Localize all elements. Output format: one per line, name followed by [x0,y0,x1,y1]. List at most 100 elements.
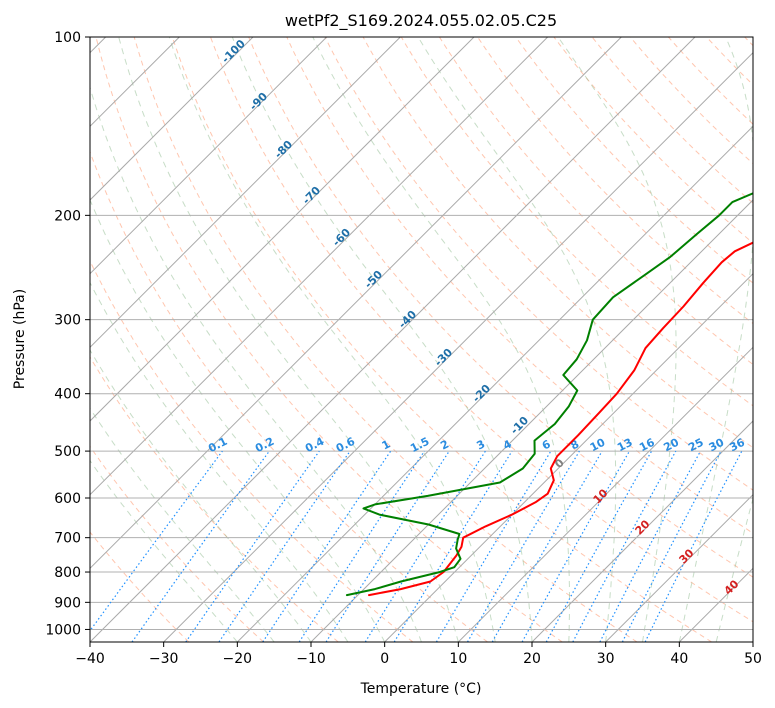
dry-adiabat-line [770,24,775,642]
isotherm-line [752,641,753,642]
isotherm-line [678,567,753,642]
moist-adiabat-line [90,85,422,642]
x-tick-label: −10 [296,651,326,667]
x-axis-label: Temperature (°C) [360,681,482,697]
isotherm-line [310,199,753,642]
y-tick-label: 500 [54,444,81,460]
dry-adiabat-label: -50 [362,268,385,291]
moist-adiabat-line [312,37,570,642]
moist-adiabat-line [118,37,459,642]
x-tick-label: 10 [449,651,467,667]
isotherm-line [90,37,328,275]
dewpoint-profile-line [345,192,753,597]
mixing-ratio-label: 25 [686,436,706,455]
dry-adiabat-line [438,37,753,366]
mixing-ratio-label: 1.5 [408,435,431,455]
moist-adiabat-label: 20 [633,517,653,537]
isotherm-line [163,51,753,642]
x-tick-label: 40 [670,651,688,667]
isotherm-line [90,37,622,570]
x-tick-label: 50 [744,651,762,667]
mixing-ratio-label: 16 [637,436,657,455]
isotherm-line [384,272,753,642]
mixing-ratio-line [325,450,450,642]
mixing-ratio-label: 10 [588,436,608,455]
y-tick-label: 200 [54,208,81,224]
dry-adiabat-line [90,531,190,642]
y-tick-label: 900 [54,595,81,611]
dry-adiabat-line [744,37,753,47]
mixing-ratio-line [298,450,425,642]
temperature-profile-line [368,241,753,597]
dry-adiabat-line [667,37,753,125]
mixing-ratio-line [644,450,743,642]
dry-adiabat-label: -100 [219,37,248,66]
mixing-ratio-label: 0.4 [303,435,327,456]
mixing-ratio-line [435,450,552,642]
isotherm-line [457,346,753,642]
mixing-ratio-label: 13 [615,436,635,455]
mixing-ratio-line [90,450,223,632]
isotherm-line [236,125,753,642]
mixing-ratio-line [364,450,486,642]
profile-lines [345,192,753,597]
moist-adiabat-line [417,37,617,642]
dry-adiabat-line [591,37,753,204]
dry-adiabat-line [90,445,264,642]
mixing-ratio-line [466,450,580,642]
x-axis: −40 −30 −20 −10 0 10 20 30 40 50 [75,642,762,667]
chart-title: wetPf2_S169.2024.055.02.05.C25 [285,11,557,31]
dry-adiabat-line [248,37,753,578]
mixing-ratio-line [393,450,513,642]
y-tick-label: 800 [54,565,81,581]
dry-adiabat-line [362,37,753,449]
moist-adiabat-line [231,37,533,642]
mixing-ratio-label: 3 [474,437,487,452]
isotherm-line [531,420,753,642]
moist-adiabat-label: 40 [722,577,742,597]
isotherm-line [90,37,475,422]
moist-adiabat-line [168,37,496,642]
mixing-ratio-line [545,450,653,642]
moist-adiabat-line [90,459,238,642]
mixing-ratio-label: 6 [540,437,553,452]
moist-adiabat-label: 10 [591,486,611,506]
y-tick-label: 100 [54,30,81,46]
mixing-ratio-label: 20 [661,436,681,455]
mixing-ratio-line [131,450,270,642]
dry-adiabat-line [324,37,753,491]
dry-adiabat-line [286,37,753,534]
mixing-ratio-label: 30 [707,436,727,455]
dry-adiabat-line [90,150,488,642]
moist-adiabat-line [90,198,386,642]
y-tick-label: 1000 [45,622,81,638]
mixing-ratio-line [218,450,351,642]
background-lines [90,24,775,642]
y-tick-label: 400 [54,387,81,403]
mixing-ratio-label: 36 [727,436,747,455]
x-tick-label: −30 [149,651,179,667]
isotherm-line [90,37,254,201]
x-tick-label: 0 [380,651,389,667]
plot-frame [89,36,754,643]
moist-adiabat-label: 30 [677,546,697,566]
y-tick-label: 600 [54,491,81,507]
mixing-ratio-line [262,450,392,642]
isotherm-line [90,37,696,642]
x-tick-label: −40 [75,651,105,667]
dry-adiabat-line [705,37,753,86]
moist-adiabat-line [557,37,677,642]
y-axis-label: Pressure (hPa) [12,289,28,389]
x-tick-label: −20 [223,651,253,667]
mixing-ratio-label: 0.1 [206,435,229,455]
dry-adiabat-label: -30 [432,346,455,369]
y-tick-label: 300 [54,313,81,329]
dry-adiabat-label: -20 [470,382,493,405]
isotherm-line [605,493,753,642]
y-axis: 100 200 300 400 500 600 700 800 900 1000 [45,30,90,638]
mixing-ratio-line [599,450,702,642]
dry-adiabat-label: -80 [272,138,295,161]
moist-adiabat-line [90,349,312,642]
mixing-ratio-line [572,450,677,642]
